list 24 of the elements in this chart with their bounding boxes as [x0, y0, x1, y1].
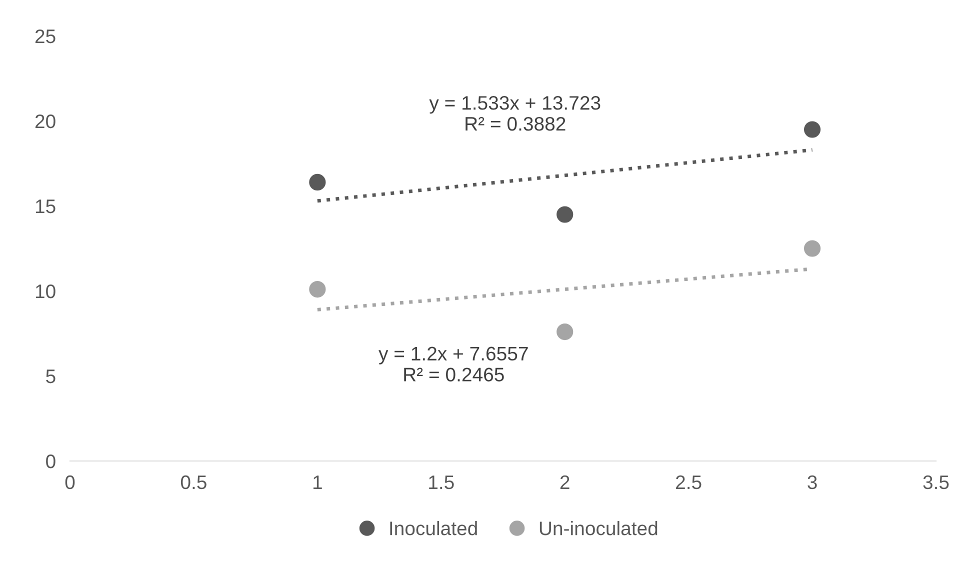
- x-tick-label: 0.5: [180, 475, 206, 490]
- annotation: y = 1.533x + 13.723 R² = 0.3882: [429, 96, 600, 131]
- point: [309, 281, 326, 298]
- point: [556, 206, 574, 223]
- y-tick-label: 0: [46, 454, 56, 468]
- point: [804, 240, 821, 257]
- y-tick-label: 25: [35, 29, 56, 44]
- x-tick-label: 1.5: [429, 476, 454, 490]
- point: [309, 174, 326, 190]
- x-tick-label: 1: [314, 476, 322, 489]
- x-tick-label: 3.5: [923, 475, 949, 490]
- x-tick-label: 0: [65, 475, 75, 490]
- y-tick-label: 20: [35, 114, 56, 128]
- legend-label: Un-inoculated: [540, 521, 658, 536]
- y-tick-label: 15: [36, 200, 56, 214]
- legend-label: Inoculated: [390, 521, 477, 536]
- y-tick-label: 10: [36, 284, 56, 298]
- point: [556, 324, 574, 340]
- x-tick-label: 2.5: [676, 475, 702, 490]
- annotation: y = 1.2x + 7.6557 R² = 0.2465: [378, 346, 528, 382]
- x-tick-label: 2: [560, 475, 570, 489]
- y-tick-label: 5: [46, 370, 56, 384]
- x-tick-label: 3: [808, 475, 817, 490]
- point: [804, 121, 821, 138]
